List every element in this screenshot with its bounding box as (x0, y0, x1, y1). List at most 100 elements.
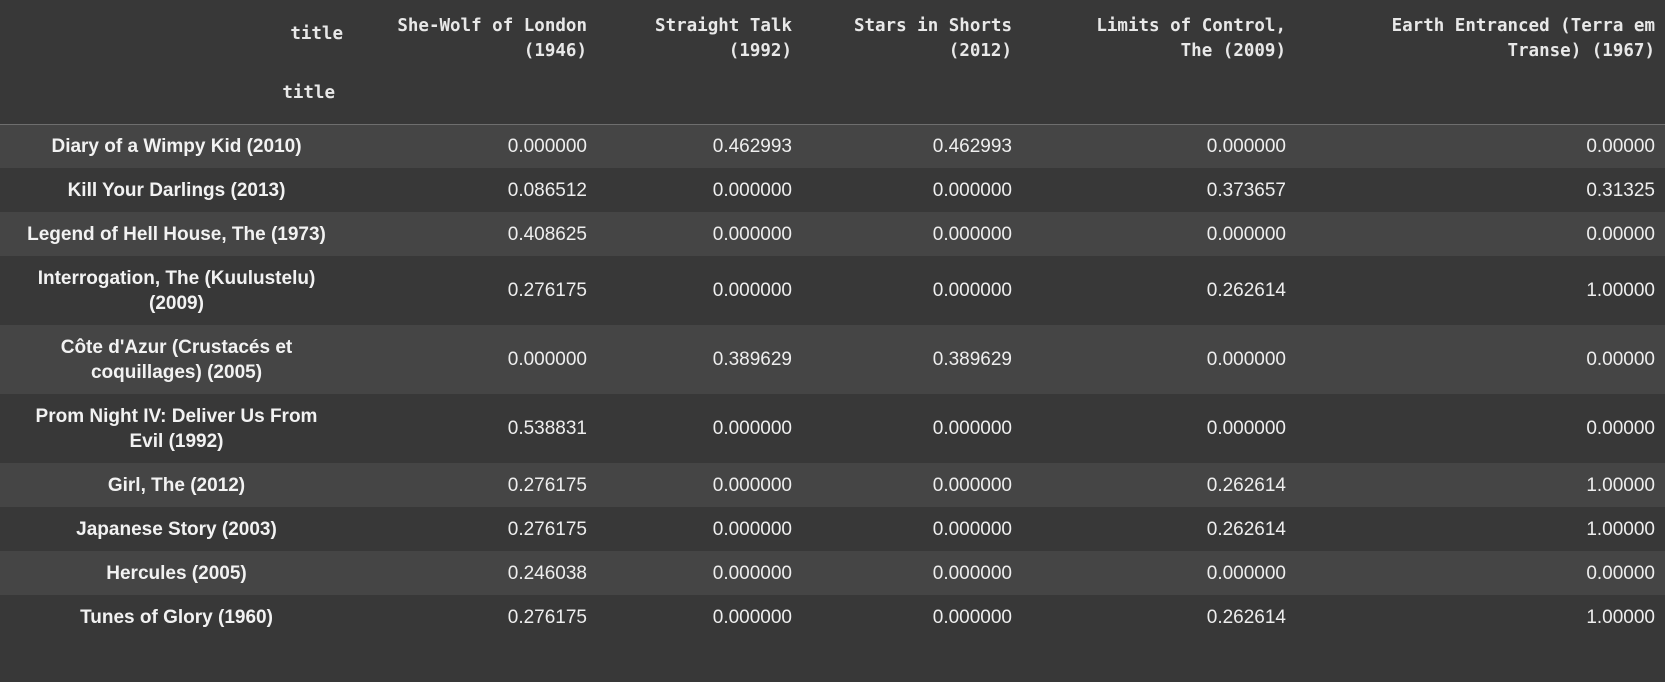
empty-header-cell (1296, 64, 1665, 124)
row-title: Diary of a Wimpy Kid (2010) (0, 124, 353, 168)
similarity-cell: 0.000000 (932, 223, 1012, 245)
similarity-cell: 0.000000 (712, 280, 792, 301)
similarity-cell: 0.00000 (1586, 562, 1655, 584)
similarity-cell: 0.276175 (507, 606, 587, 628)
table-row: Japanese Story (2003) 0.276175 0.000000 0.0… (0, 507, 1665, 551)
table-row: Hercules (2005) 0.246038 0.000000 0.000000 0… (0, 551, 1665, 595)
column-header: Earth Entranced (Terra em Transe) (1967) (1296, 0, 1665, 64)
row-title: Kill Your Darlings (2013) (0, 168, 353, 212)
empty-header-cell (1022, 64, 1296, 124)
similarity-cell: 0.408625 (507, 223, 587, 245)
similarity-cell: 0.000000 (932, 606, 1012, 628)
table-row: Legend of Hell House, The (1973) 0.408625… (0, 212, 1665, 256)
column-header-line: Stars in Shorts (853, 16, 1012, 36)
similarity-cell: 0.373657 (1206, 179, 1286, 201)
similarity-cell: 0.000000 (712, 179, 792, 201)
similarity-cell: 0.000000 (1206, 349, 1286, 370)
column-header-line: (1946) (523, 41, 587, 61)
column-header-line: Limits of Control, (1096, 16, 1286, 36)
column-header-line: (1992) (728, 41, 792, 61)
similarity-cell: 1.00000 (1586, 280, 1655, 301)
similarity-cell: 0.276175 (507, 474, 587, 496)
column-header-line: Straight Talk (655, 16, 792, 36)
similarity-cell: 0.246038 (507, 562, 587, 584)
similarity-cell: 0.262614 (1206, 474, 1286, 496)
table-row: Prom Night IV: Deliver Us From Evil (1992… (0, 394, 1665, 463)
similarity-cell: 0.000000 (712, 562, 792, 584)
similarity-cell: 0.000000 (932, 562, 1012, 584)
row-title: Prom Night IV: Deliver Us From Evil (1992… (0, 394, 353, 463)
row-title-line: Legend of Hell House, The (1973) (27, 223, 326, 245)
similarity-cell: 0.262614 (1206, 606, 1286, 628)
similarity-cell: 0.000000 (1206, 135, 1286, 157)
similarity-cell: 1.00000 (1586, 518, 1655, 540)
row-title: Japanese Story (2003) (0, 507, 353, 551)
similarity-cell: 0.000000 (507, 349, 587, 370)
row-title: Hercules (2005) (0, 551, 353, 595)
similarity-cell: 0.000000 (712, 223, 792, 245)
similarity-cell: 0.000000 (712, 474, 792, 496)
similarity-cell: 0.000000 (712, 418, 792, 439)
row-title-line: (2009) (149, 292, 204, 314)
similarity-cell: 0.086512 (507, 179, 587, 201)
empty-header-cell (802, 64, 1022, 124)
row-title: Legend of Hell House, The (1973) (0, 212, 353, 256)
table-header: title She-Wolf of London (1946) Straight… (0, 0, 1665, 124)
column-header-line: The (2009) (1180, 41, 1286, 61)
similarity-cell: 0.000000 (932, 518, 1012, 540)
empty-header-cell (353, 64, 597, 124)
similarity-cell: 0.000000 (1206, 562, 1286, 584)
table-row: Tunes of Glory (1960) 0.276175 0.000000 0.0… (0, 595, 1665, 639)
similarity-cell: 0.00000 (1586, 135, 1655, 157)
dataframe-table: title She-Wolf of London (1946) Straight… (0, 0, 1665, 639)
column-header: Straight Talk (1992) (597, 0, 802, 64)
similarity-cell: 0.000000 (507, 135, 587, 157)
similarity-cell: 0.000000 (932, 474, 1012, 496)
row-title-line: Evil (1992) (129, 430, 224, 452)
similarity-cell: 0.31325 (1586, 179, 1655, 201)
column-header: Limits of Control, The (2009) (1022, 0, 1296, 64)
similarity-cell: 0.000000 (1206, 223, 1286, 245)
row-title-line: Interrogation, The (Kuulustelu) (37, 267, 316, 289)
row-title-line: Girl, The (2012) (107, 474, 246, 496)
similarity-cell: 0.276175 (507, 518, 587, 540)
column-header-row: title She-Wolf of London (1946) Straight… (0, 0, 1665, 64)
columns-name-text: title (290, 24, 343, 44)
column-header-line: Earth Entranced (Terra em (1391, 16, 1655, 36)
empty-header-cell (597, 64, 802, 124)
column-header-line: She-Wolf of London (397, 16, 587, 36)
index-name-label: title (0, 64, 353, 124)
row-title: Girl, The (2012) (0, 463, 353, 507)
row-title: Interrogation, The (Kuulustelu) (2009) (0, 256, 353, 325)
similarity-cell: 1.00000 (1586, 474, 1655, 496)
column-header-line: (2012) (948, 41, 1012, 61)
similarity-cell: 0.462993 (932, 135, 1012, 157)
row-title: Côte d'Azur (Crustacés et coquillages) (2… (0, 325, 353, 394)
similarity-cell: 0.538831 (507, 418, 587, 439)
similarity-cell: 0.000000 (932, 179, 1012, 201)
column-header: She-Wolf of London (1946) (353, 0, 597, 64)
similarity-cell: 1.00000 (1586, 606, 1655, 628)
similarity-cell: 0.000000 (712, 518, 792, 540)
row-title-line: Côte d'Azur (Crustacés et (60, 336, 293, 358)
row-title-line: coquillages) (2005) (90, 361, 263, 383)
row-title: Tunes of Glory (1960) (0, 595, 353, 639)
similarity-cell: 0.000000 (932, 280, 1012, 301)
similarity-cell: 0.262614 (1206, 280, 1286, 301)
row-title-line: Tunes of Glory (1960) (80, 606, 273, 628)
similarity-cell: 0.389629 (932, 349, 1012, 370)
similarity-cell: 0.389629 (712, 349, 792, 370)
row-title-line: Prom Night IV: Deliver Us From (35, 405, 318, 427)
similarity-cell: 0.000000 (712, 606, 792, 628)
column-header-line: Transe) (1967) (1507, 41, 1655, 61)
table-row: Côte d'Azur (Crustacés et coquillages) (2… (0, 325, 1665, 394)
similarity-cell: 0.00000 (1586, 223, 1655, 245)
column-header: Stars in Shorts (2012) (802, 0, 1022, 64)
similarity-cell: 0.00000 (1586, 418, 1655, 439)
row-title-line: Japanese Story (2003) (76, 518, 277, 540)
table-body: Diary of a Wimpy Kid (2010) 0.000000 0.462… (0, 124, 1665, 639)
similarity-cell: 0.000000 (1206, 418, 1286, 439)
columns-name-label: title (0, 0, 353, 64)
similarity-cell: 0.000000 (932, 418, 1012, 439)
